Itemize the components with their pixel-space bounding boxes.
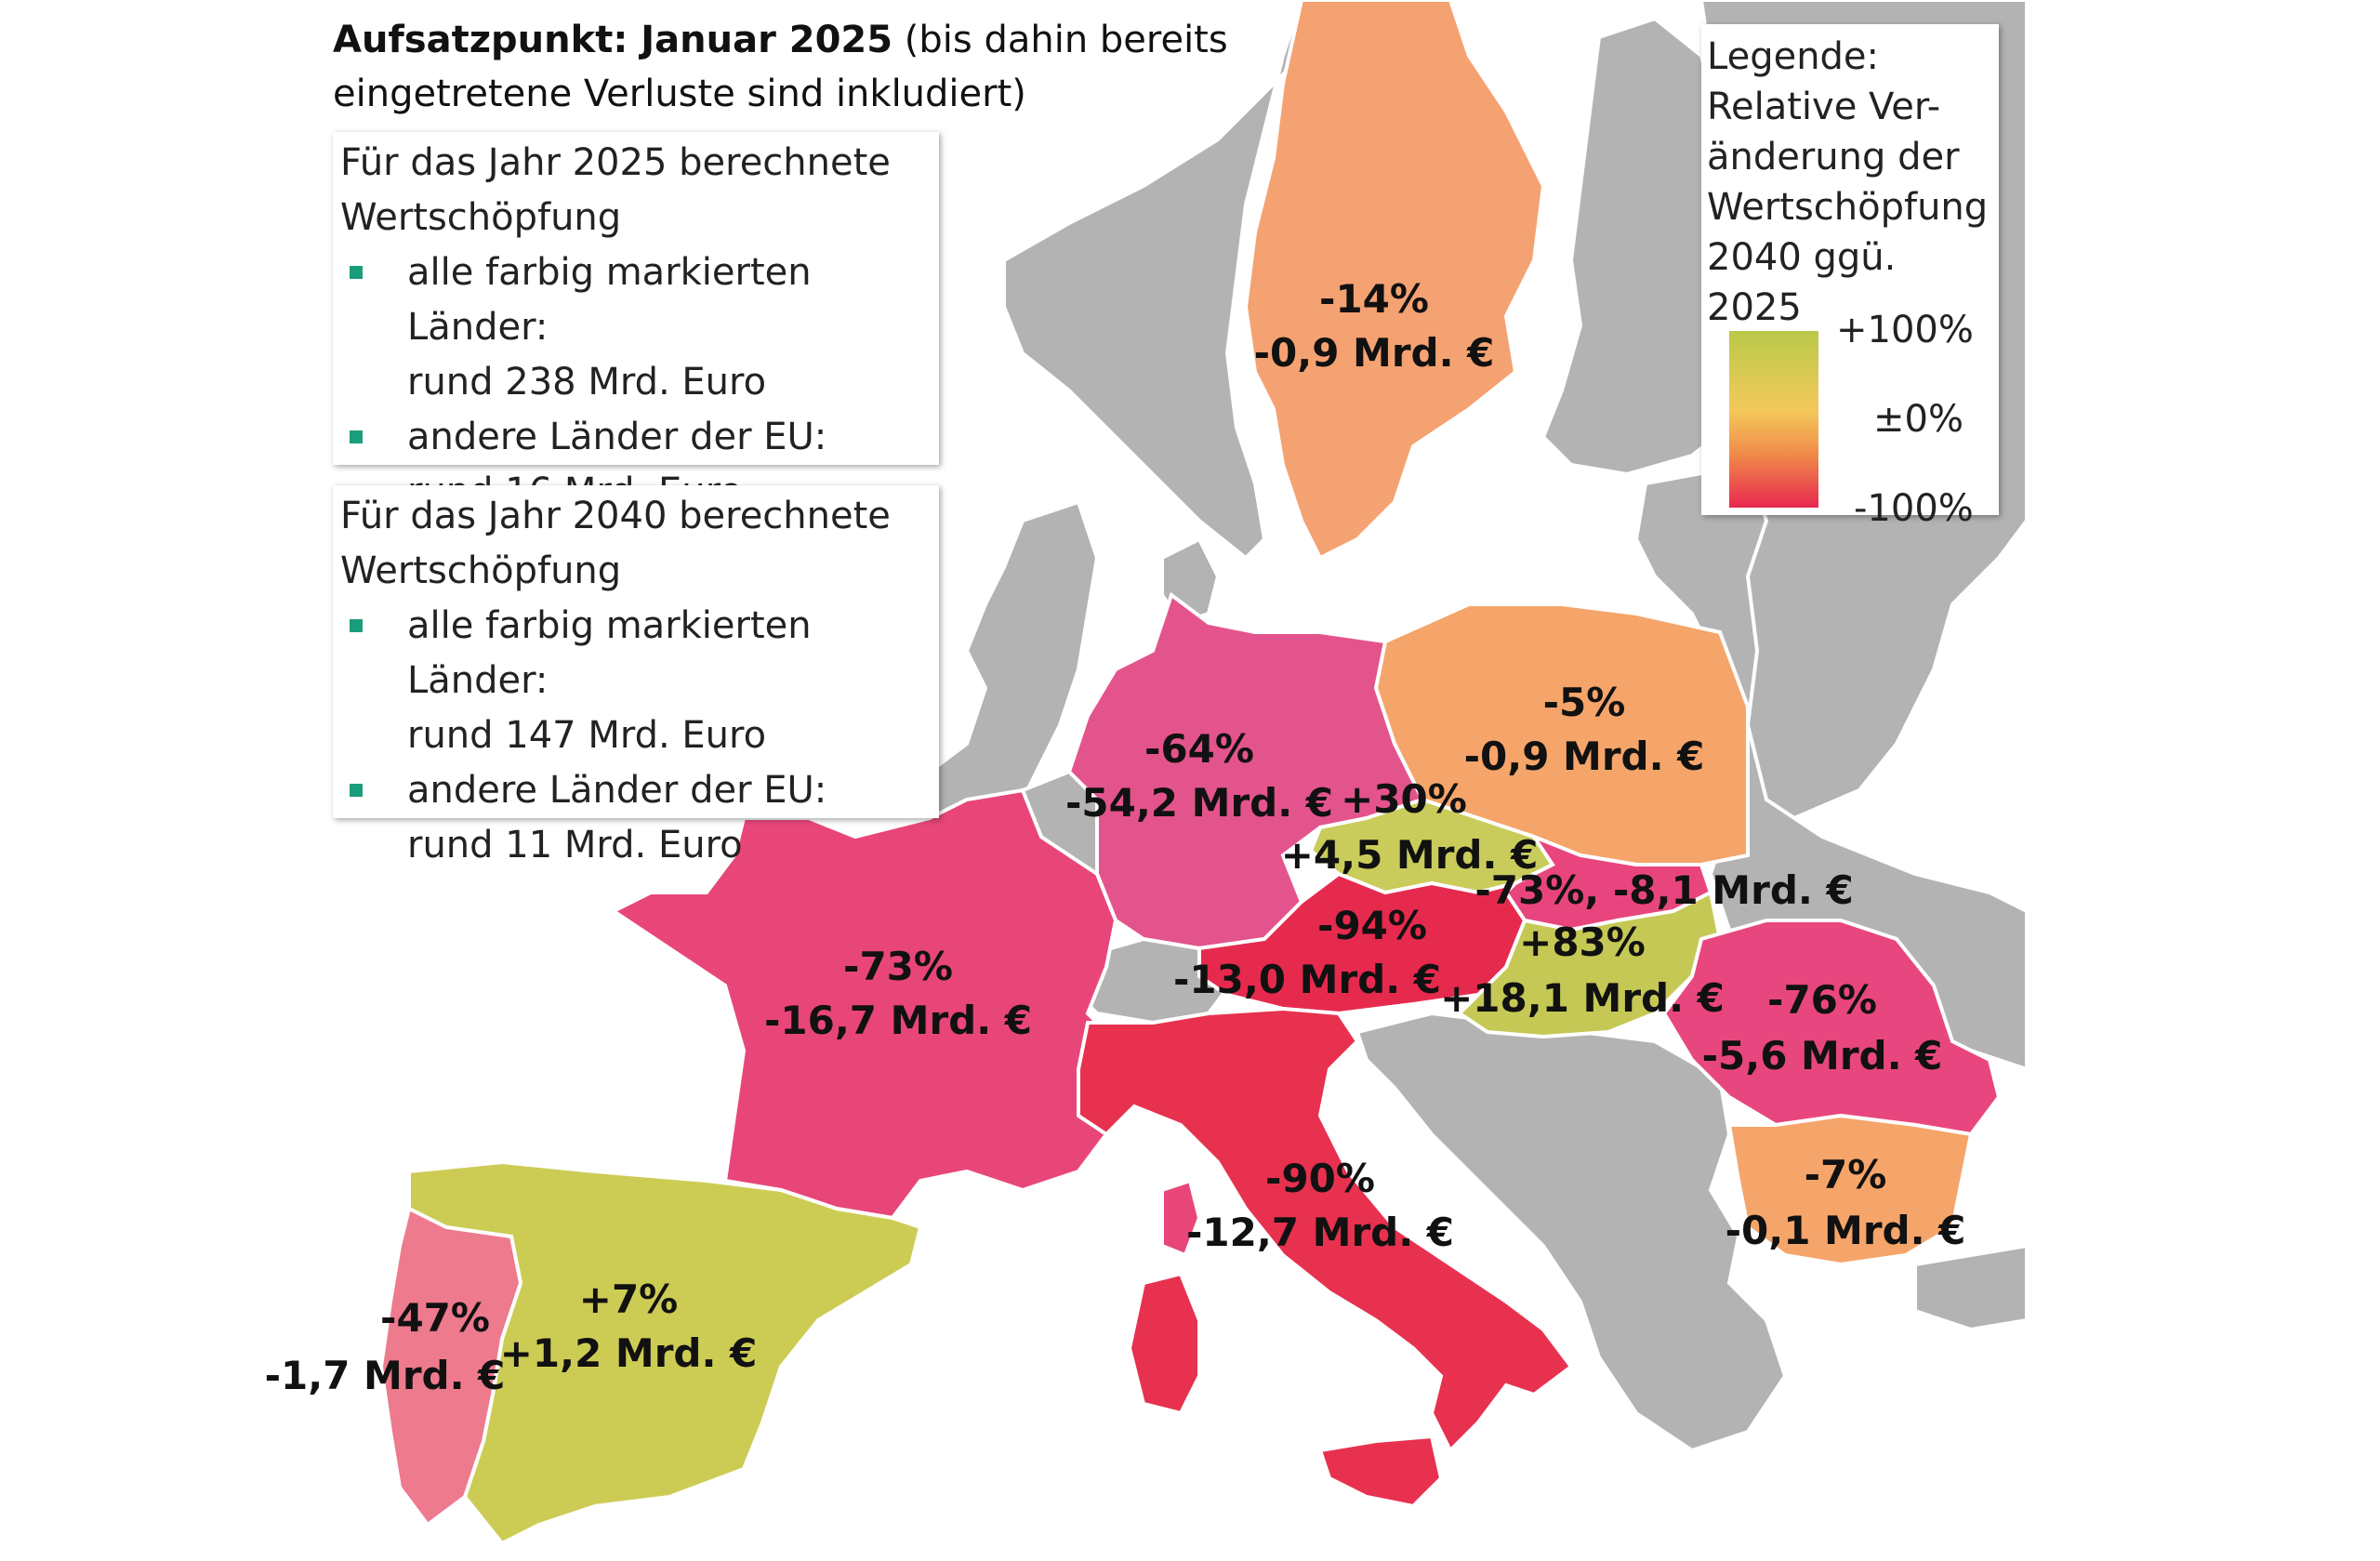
map-title: Aufsatzpunkt: Januar 2025 (bis dahin ber… <box>333 13 1228 121</box>
bullet-icon <box>350 619 363 632</box>
legend-line-3: änderung der <box>1707 136 1960 179</box>
label-sweden-pct: -14% <box>1319 276 1429 322</box>
label-poland-pct: -5% <box>1543 680 1626 725</box>
label-spain-value: +1,2 Mrd. € <box>500 1330 758 1376</box>
label-hungary-pct: +83% <box>1519 919 1646 965</box>
country-labels: -14% -0,9 Mrd. € -5% -0,9 Mrd. € -64% -5… <box>265 276 1966 1398</box>
legend-tick-top: +100% <box>1836 309 1974 351</box>
box-2040-item2-line1: andere Länder der EU: <box>407 769 827 812</box>
label-italy-pct: -90% <box>1265 1156 1375 1201</box>
label-poland-value: -0,9 Mrd. € <box>1464 734 1705 779</box>
other-countries <box>815 0 2029 1453</box>
box-2040-heading-2: Wertschöpfung <box>340 549 622 592</box>
label-austria-pct: -94% <box>1317 903 1427 948</box>
label-romania-pct: -76% <box>1767 977 1877 1023</box>
country-france-corsica <box>1160 1178 1202 1258</box>
country-austria <box>1197 871 1527 1016</box>
legend-line-4: Wertschöpfung <box>1707 186 1989 229</box>
label-sweden-value: -0,9 Mrd. € <box>1254 330 1495 376</box>
label-czechia-pct: +30% <box>1341 776 1467 822</box>
box-2040-heading-1: Für das Jahr 2040 berechnete <box>340 495 891 537</box>
label-hungary-value: +18,1 Mrd. € <box>1440 975 1725 1021</box>
label-germany-value: -54,2 Mrd. € <box>1065 780 1333 826</box>
legend-line-5: 2040 ggü. 2025 <box>1707 236 1897 329</box>
legend: Legende: Relative Ver- änderung der Wert… <box>1701 24 1999 530</box>
box-2040-item1-line1: alle farbig markierten Länder: <box>407 604 812 702</box>
country-italy-sicily <box>1317 1434 1444 1509</box>
bullet-icon <box>350 266 363 279</box>
box-2025-item1-line2: rund 238 Mrd. Euro <box>407 361 767 403</box>
info-box-2040: Für das Jahr 2040 berechnete Wertschöpfu… <box>333 485 939 866</box>
country-sweden <box>1243 0 1546 561</box>
country-italy-sardinia <box>1127 1271 1201 1416</box>
label-spain-pct: +7% <box>579 1277 679 1322</box>
label-austria-value: -13,0 Mrd. € <box>1173 957 1441 1002</box>
info-box-2025: Für das Jahr 2025 berechnete Wertschöpfu… <box>333 132 939 513</box>
country-turkey <box>1913 1243 2029 1332</box>
box-2025-item1-line1: alle farbig markierten Länder: <box>407 251 812 349</box>
label-czechia-value: +4,5 Mrd. € <box>1281 832 1539 878</box>
country-italy <box>1077 1006 1574 1454</box>
label-france-value: -16,7 Mrd. € <box>764 998 1032 1043</box>
bullet-icon <box>350 430 363 443</box>
label-bulgaria-value: -0,1 Mrd. € <box>1726 1208 1966 1253</box>
label-portugal-pct: -47% <box>380 1295 490 1341</box>
label-romania-value: -5,6 Mrd. € <box>1702 1033 1943 1078</box>
legend-line-1: Legende: <box>1707 35 1880 78</box>
label-france-pct: -73% <box>843 944 953 989</box>
legend-line-2: Relative Ver- <box>1707 86 1941 128</box>
box-2040-item2-line2: rund 11 Mrd. Euro <box>407 824 743 866</box>
legend-text: Legende: Relative Ver- änderung der Wert… <box>1707 32 1999 333</box>
highlighted-countries <box>378 0 2002 1546</box>
label-germany-pct: -64% <box>1144 726 1254 772</box>
title-rest: (bis dahin bereits <box>892 19 1228 61</box>
box-2025-heading-2: Wertschöpfung <box>340 196 622 239</box>
title-line2: eingetretene Verluste sind inkludiert) <box>333 73 1026 115</box>
country-france <box>610 787 1118 1221</box>
legend-tick-mid: ±0% <box>1873 398 1964 441</box>
box-2025-item2-line1: andere Länder der EU: <box>407 416 827 458</box>
legend-gradient-bar <box>1729 331 1818 508</box>
label-portugal-value: -1,7 Mrd. € <box>265 1353 506 1398</box>
bullet-icon <box>350 784 363 797</box>
box-2025-heading-1: Für das Jahr 2025 berechnete <box>340 141 891 184</box>
label-italy-value: -12,7 Mrd. € <box>1186 1210 1454 1255</box>
box-2040-item1-line2: rund 147 Mrd. Euro <box>407 714 767 757</box>
legend-tick-bottom: -100% <box>1854 487 1974 530</box>
label-bulgaria-pct: -7% <box>1805 1152 1887 1197</box>
label-slovakia: -73%, -8,1 Mrd. € <box>1474 867 1853 913</box>
country-norway <box>1002 0 1377 561</box>
country-hungary <box>1456 890 1723 1039</box>
title-bold: Aufsatzpunkt: Januar 2025 <box>333 19 893 61</box>
country-portugal <box>378 1206 523 1528</box>
country-bulgaria <box>1726 1113 1974 1267</box>
country-balkans <box>1355 1011 1788 1453</box>
